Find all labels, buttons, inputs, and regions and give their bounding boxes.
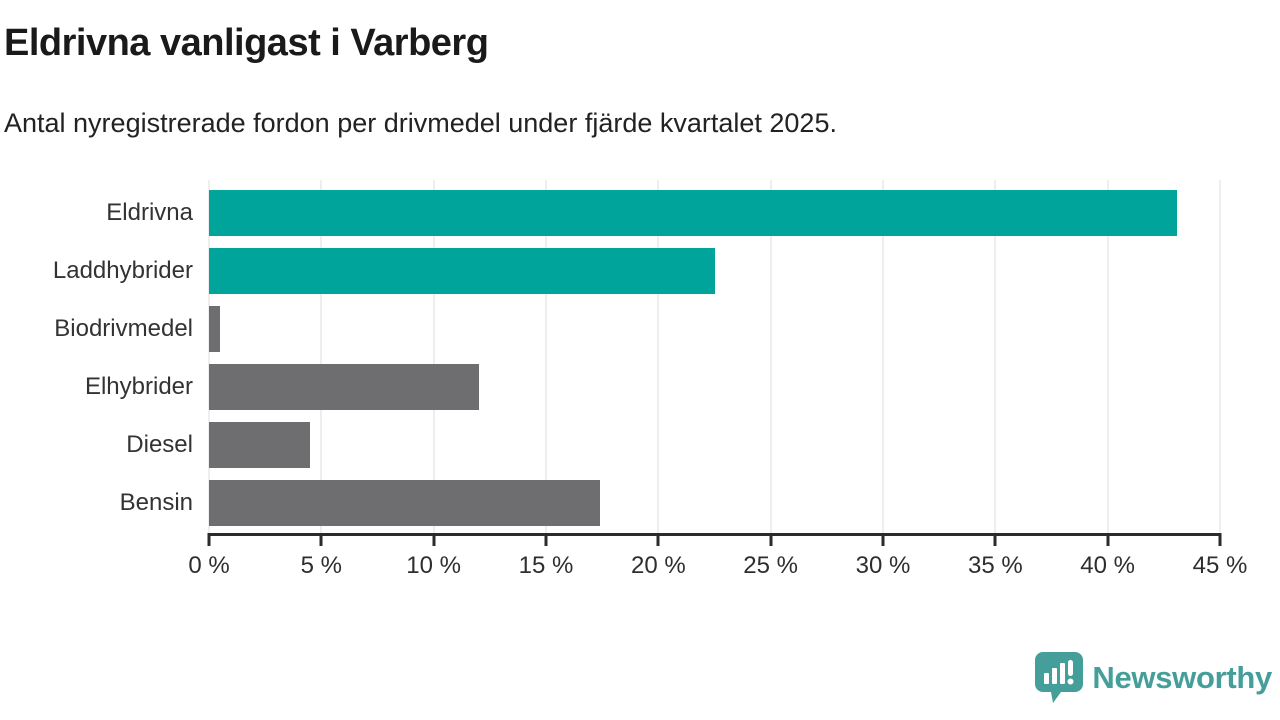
tick-mark <box>432 533 436 546</box>
bar-track <box>209 306 1220 352</box>
tick-mark <box>1106 533 1110 546</box>
tick-label: 0 % <box>188 552 230 579</box>
category-label: Eldrivna <box>106 199 193 226</box>
tick-label: 35 % <box>967 552 1023 579</box>
tick-label: 30 % <box>855 552 911 579</box>
bar-track <box>209 480 1220 526</box>
brand-name: Newsworthy <box>1092 660 1272 695</box>
tick-mark <box>881 533 885 546</box>
bar-row: Eldrivna <box>0 190 1220 236</box>
bar <box>209 190 1178 236</box>
bar-track <box>209 190 1220 236</box>
gridline <box>994 180 996 533</box>
bar <box>209 248 715 294</box>
bar-rows: Eldrivna Laddhybrider Biodrivmedel Elhybrid… <box>0 190 1220 538</box>
category-label: Elhybrider <box>84 373 193 400</box>
tick-label: 25 % <box>743 552 799 579</box>
bar-track <box>209 364 1220 410</box>
bar-chart: Eldrivna Laddhybrider Biodrivmedel Elhybrid… <box>0 180 1247 600</box>
bar-row: Biodrivmedel <box>0 306 1220 352</box>
gridlines-layer <box>208 180 1221 533</box>
category-label: Diesel <box>126 431 193 458</box>
category-label: Laddhybrider <box>52 257 193 284</box>
gridline <box>882 180 884 533</box>
chart-subtitle: Antal nyregistrerade fordon per drivmede… <box>4 108 837 138</box>
gridline <box>545 180 547 533</box>
tick-mark <box>993 533 997 546</box>
gridline <box>1219 180 1221 533</box>
tick-label: 5 % <box>300 552 343 579</box>
bar <box>209 306 221 352</box>
tick-label: 20 % <box>630 552 686 579</box>
newsworthy-logo-icon <box>1035 652 1084 703</box>
tick-mark <box>544 533 548 546</box>
gridline <box>433 180 435 533</box>
tick-label: 10 % <box>406 552 462 579</box>
x-axis-ticks <box>207 533 1222 547</box>
bar-row: Bensin <box>0 480 1220 526</box>
tick-mark <box>656 533 660 546</box>
tick-label: 40 % <box>1080 552 1136 579</box>
gridline <box>770 180 772 533</box>
tick-mark <box>319 533 323 546</box>
bar <box>209 422 311 468</box>
tick-mark <box>207 533 211 546</box>
bar-track <box>209 248 1220 294</box>
tick-label: 45 % <box>1192 552 1248 579</box>
bar-row: Diesel <box>0 422 1220 468</box>
chart-title: Eldrivna vanligast i Varberg <box>4 22 489 64</box>
bar <box>209 364 479 410</box>
category-label: Bensin <box>119 489 193 516</box>
gridline <box>1107 180 1109 533</box>
gridline <box>208 180 210 533</box>
gridline <box>320 180 322 533</box>
tick-mark <box>769 533 773 546</box>
tick-mark <box>1218 533 1222 546</box>
bar-track <box>209 422 1220 468</box>
category-label: Biodrivmedel <box>54 315 193 342</box>
tick-label: 15 % <box>518 552 574 579</box>
x-axis-line <box>209 533 1220 536</box>
bar-row: Laddhybrider <box>0 248 1220 294</box>
bar <box>209 480 600 526</box>
brand-footer: Newsworthy <box>1035 652 1272 704</box>
gridline <box>657 180 659 533</box>
x-axis-labels: 0 % 5 % 10 % 15 % 20 % 25 % 30 % 35 % 40 % 45 % <box>188 552 1247 582</box>
bar-row: Elhybrider <box>0 364 1220 410</box>
